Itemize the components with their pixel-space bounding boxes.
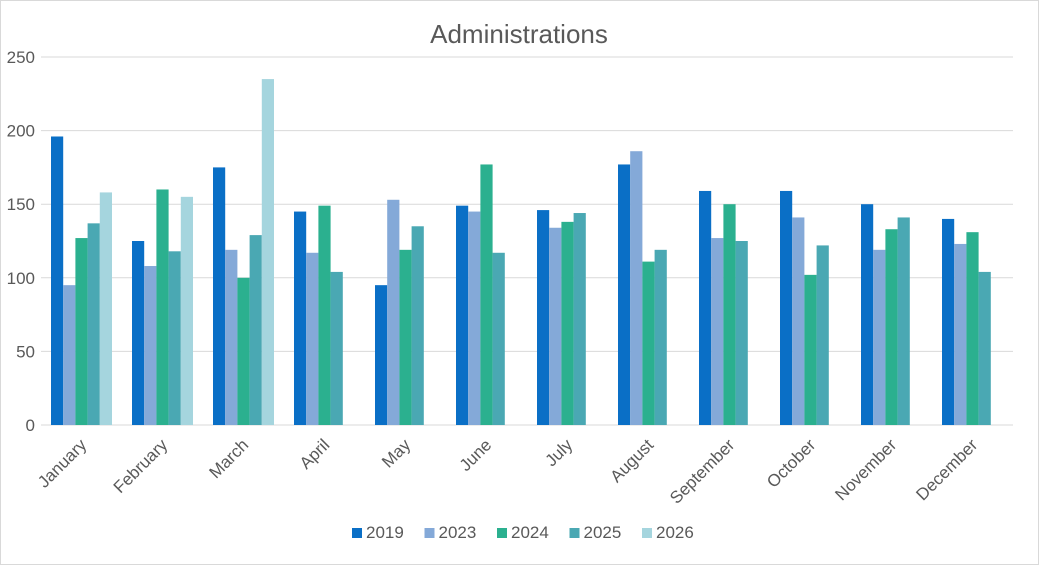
bar-2019-october bbox=[780, 190, 793, 425]
y-tick-label: 50 bbox=[16, 342, 35, 361]
x-tick-label: September bbox=[666, 435, 738, 507]
bar-2023-june bbox=[468, 211, 481, 425]
legend-swatch bbox=[569, 528, 580, 538]
bar-2019-july bbox=[537, 210, 550, 425]
bar-2025-october bbox=[816, 245, 829, 425]
bar-2023-september bbox=[711, 238, 724, 425]
bar-2019-february bbox=[132, 241, 145, 425]
bar-2025-may bbox=[411, 226, 424, 425]
bar-2024-september bbox=[723, 204, 736, 425]
x-axis-tick-labels: January February March April May June July Augu… bbox=[34, 435, 981, 508]
bar-2024-july bbox=[561, 221, 574, 425]
bar-2023-august bbox=[630, 151, 643, 425]
bar-2019-may bbox=[375, 285, 388, 425]
bar-2024-may bbox=[399, 249, 412, 425]
bar-2023-july bbox=[549, 227, 562, 425]
x-tick-label: February bbox=[110, 435, 172, 497]
bar-2026-february bbox=[180, 196, 193, 425]
bar-2023-december bbox=[954, 243, 967, 425]
bar-2026-march bbox=[261, 79, 274, 425]
bar-2025-november bbox=[897, 217, 910, 425]
bar-2025-april bbox=[330, 271, 343, 425]
x-tick-label: April bbox=[296, 435, 333, 472]
x-tick-label: December bbox=[912, 435, 981, 504]
bar-2019-august bbox=[618, 164, 631, 425]
bar-2025-january bbox=[87, 223, 100, 425]
legend-label: 2026 bbox=[656, 523, 694, 542]
bar-2023-november bbox=[873, 249, 886, 425]
bar-2024-august bbox=[642, 261, 655, 425]
legend-swatch bbox=[497, 528, 507, 538]
bar-2025-july bbox=[573, 213, 586, 425]
bar-2025-march bbox=[249, 235, 262, 425]
x-tick-label: August bbox=[606, 435, 657, 486]
bar-2019-april bbox=[294, 211, 307, 425]
bar-2024-march bbox=[237, 277, 250, 425]
bar-2019-november bbox=[861, 204, 874, 425]
y-tick-label: 150 bbox=[7, 195, 35, 214]
bar-2024-june bbox=[480, 164, 493, 425]
bar-2019-june bbox=[456, 205, 469, 425]
bar-2023-january bbox=[63, 285, 76, 425]
bar-2019-september bbox=[699, 190, 712, 425]
y-tick-label: 0 bbox=[26, 416, 35, 435]
x-tick-label: June bbox=[456, 435, 496, 475]
x-tick-label: October bbox=[763, 435, 819, 491]
bar-2024-december bbox=[966, 232, 979, 425]
bar-2019-december bbox=[942, 218, 955, 425]
bar-2024-january bbox=[75, 238, 88, 425]
legend-swatch bbox=[352, 528, 362, 538]
bar-2023-february bbox=[144, 266, 157, 425]
x-tick-label: May bbox=[378, 435, 414, 471]
legend-label: 2025 bbox=[584, 523, 622, 542]
bar-2024-february bbox=[156, 189, 169, 425]
bar-2024-october bbox=[804, 274, 817, 425]
bar-2025-september bbox=[735, 241, 748, 425]
legend: 2019 2023 2024 2025 2026 bbox=[352, 523, 694, 542]
x-tick-label: November bbox=[831, 435, 900, 504]
legend-label: 2023 bbox=[439, 523, 477, 542]
legend-label: 2024 bbox=[511, 523, 549, 542]
legend-label: 2019 bbox=[366, 523, 404, 542]
bar-2023-march bbox=[225, 249, 238, 425]
bar-2025-august bbox=[654, 249, 667, 425]
bar-2025-february bbox=[168, 251, 181, 425]
bar-2023-may bbox=[387, 199, 400, 425]
bar-2025-june bbox=[492, 252, 505, 425]
bar-2026-january bbox=[99, 192, 112, 425]
bar-2023-april bbox=[306, 252, 319, 425]
gridlines bbox=[41, 56, 1013, 426]
chart-title: Administrations bbox=[430, 19, 608, 49]
y-axis-tick-labels: 0 50 100 150 200 250 bbox=[7, 48, 35, 435]
bar-2023-october bbox=[792, 217, 805, 425]
bar-2025-december bbox=[978, 271, 991, 425]
legend-swatch bbox=[642, 528, 652, 538]
y-tick-label: 100 bbox=[7, 269, 35, 288]
x-tick-label: July bbox=[542, 435, 577, 470]
x-tick-label: January bbox=[34, 435, 91, 492]
bar-2024-april bbox=[318, 205, 331, 425]
y-tick-label: 250 bbox=[7, 48, 35, 67]
y-tick-label: 200 bbox=[7, 122, 35, 141]
bar-2019-march bbox=[213, 167, 226, 425]
bar-2024-november bbox=[885, 229, 898, 425]
bar-2019-january bbox=[51, 136, 64, 426]
bars bbox=[51, 79, 991, 426]
legend-swatch bbox=[424, 528, 435, 538]
x-tick-label: March bbox=[205, 435, 252, 482]
